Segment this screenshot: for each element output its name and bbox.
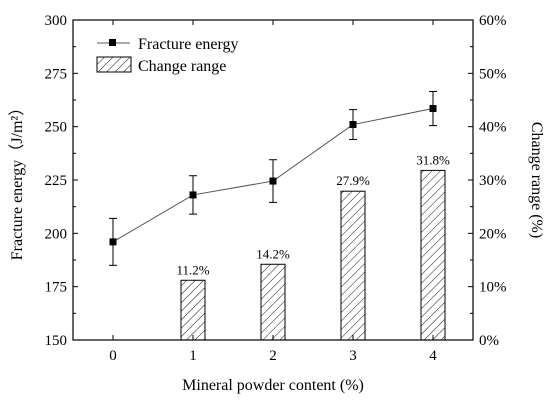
bar <box>260 263 286 341</box>
legend-bar-sample <box>96 56 132 73</box>
x-tick-label: 0 <box>109 348 117 364</box>
legend-label-change-range: Change range <box>138 58 226 75</box>
data-point <box>109 238 117 246</box>
bar-data-label: 31.8% <box>416 152 450 167</box>
y-axis-left-title: Fracture energy（J/m²） <box>8 100 26 260</box>
y-left-tick-label: 250 <box>45 120 68 136</box>
y-right-tick-label: 60% <box>479 13 507 29</box>
data-point <box>349 121 357 129</box>
y-left-tick-label: 175 <box>45 280 68 296</box>
bar-series <box>180 169 446 341</box>
bar-data-label: 27.9% <box>336 173 370 188</box>
legend: Fracture energy Change range <box>96 36 239 75</box>
bar-data-label: 14.2% <box>256 246 290 261</box>
y-right-tick-label: 30% <box>479 173 507 189</box>
legend-marker-sample <box>109 39 116 46</box>
y-right-tick-label: 0% <box>479 333 499 349</box>
y-left-tick-label: 200 <box>45 226 68 242</box>
bar-labels: 11.2% 14.2% 27.9% 31.8% <box>176 152 450 277</box>
y-right-tick-label: 20% <box>479 226 507 242</box>
y-left-tick-label: 225 <box>45 173 68 189</box>
y-right-tick-label: 10% <box>479 280 507 296</box>
x-axis-title: Mineral powder content (%) <box>182 377 364 394</box>
data-point <box>269 177 277 185</box>
bar <box>340 190 366 341</box>
y-axis-right-title: Change range (%) <box>528 122 545 238</box>
bar <box>420 169 446 341</box>
x-tick-label: 1 <box>189 348 197 364</box>
x-tick-label: 3 <box>349 348 357 364</box>
legend-label-fracture-energy: Fracture energy <box>138 36 239 53</box>
axis-ticks: 0 1 2 3 4 150 175 200 225 250 275 300 0% 10% 20% 30% 40%… <box>45 13 507 364</box>
bar <box>180 279 206 341</box>
x-tick-label: 4 <box>429 348 437 364</box>
x-tick-label: 2 <box>269 348 277 364</box>
y-right-tick-label: 50% <box>479 66 507 82</box>
bar-data-label: 11.2% <box>176 262 209 277</box>
data-point <box>429 105 437 113</box>
y-left-tick-label: 300 <box>45 13 68 29</box>
y-left-tick-label: 150 <box>45 333 68 349</box>
line-series <box>109 90 437 266</box>
data-point <box>189 191 197 199</box>
y-left-tick-label: 275 <box>45 66 68 82</box>
y-right-tick-label: 40% <box>479 120 507 136</box>
